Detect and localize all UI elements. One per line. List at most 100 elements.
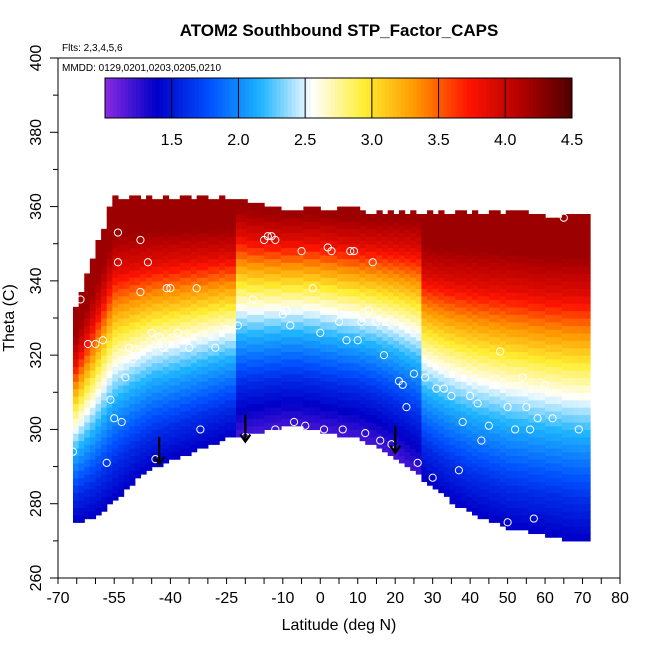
heatmap-cell bbox=[140, 243, 147, 252]
heatmap-cell bbox=[146, 455, 153, 464]
heatmap-cell bbox=[545, 500, 552, 509]
heatmap-cell bbox=[258, 269, 265, 278]
heatmap-cell bbox=[443, 266, 451, 275]
heatmap-cell bbox=[449, 280, 456, 289]
heatmap-cell bbox=[146, 240, 153, 249]
colorbar-segment bbox=[120, 78, 125, 118]
heatmap-cell bbox=[449, 370, 456, 379]
heatmap-cell bbox=[146, 366, 153, 375]
heatmap-cell bbox=[567, 221, 574, 230]
heatmap-cell bbox=[398, 381, 406, 390]
heatmap-cell bbox=[207, 228, 215, 237]
heatmap-cell bbox=[466, 459, 473, 468]
heatmap-cell bbox=[578, 214, 586, 223]
heatmap-cell bbox=[168, 444, 175, 453]
heatmap-cell bbox=[545, 329, 552, 338]
heatmap-cell bbox=[573, 526, 580, 535]
heatmap-cell bbox=[573, 422, 580, 431]
heatmap-cell bbox=[117, 399, 125, 408]
heatmap-cell bbox=[522, 351, 529, 360]
heatmap-cell bbox=[561, 511, 569, 520]
heatmap-cell bbox=[410, 455, 417, 464]
heatmap-cell bbox=[421, 422, 428, 431]
heatmap-cell bbox=[505, 418, 512, 427]
heatmap-cell bbox=[365, 377, 372, 386]
heatmap-cell bbox=[511, 485, 518, 494]
heatmap-cell bbox=[280, 351, 288, 360]
heatmap-cell bbox=[303, 251, 310, 260]
heatmap-cell bbox=[84, 399, 91, 408]
heatmap-cell bbox=[449, 474, 456, 483]
heatmap-cell bbox=[269, 362, 276, 371]
heatmap-cell bbox=[207, 273, 215, 282]
heatmap-cell bbox=[550, 448, 557, 457]
heatmap-cell bbox=[146, 388, 153, 397]
heatmap-cell bbox=[561, 258, 569, 267]
heatmap-cell bbox=[483, 422, 490, 431]
heatmap-cell bbox=[151, 340, 158, 349]
heatmap-cell bbox=[584, 451, 591, 460]
heatmap-cell bbox=[303, 362, 310, 371]
heatmap-cell bbox=[494, 358, 501, 367]
heatmap-cell bbox=[533, 451, 541, 460]
heatmap-cell bbox=[578, 280, 586, 289]
heatmap-cell bbox=[129, 321, 136, 330]
heatmap-cell bbox=[370, 266, 378, 275]
heatmap-cell bbox=[129, 448, 136, 457]
heatmap-cell bbox=[235, 429, 243, 438]
heatmap-cell bbox=[370, 288, 378, 297]
heatmap-cell bbox=[410, 410, 417, 419]
heatmap-cell bbox=[500, 295, 507, 304]
heatmap-cell bbox=[556, 529, 563, 538]
heatmap-cell bbox=[387, 329, 394, 338]
heatmap-cell bbox=[112, 477, 119, 486]
heatmap-cell bbox=[314, 258, 321, 267]
heatmap-cell bbox=[539, 422, 546, 431]
heatmap-cell bbox=[320, 269, 327, 278]
colorbar: 1.5 2.0 2.5 3.0 3.5 4.0 4.5 bbox=[104, 77, 583, 149]
heatmap-cell bbox=[117, 384, 125, 393]
heatmap-cell bbox=[337, 228, 344, 237]
heatmap-cell bbox=[174, 451, 181, 460]
heatmap-cell bbox=[292, 306, 299, 315]
heatmap-cell bbox=[213, 332, 220, 341]
heatmap-cell bbox=[466, 228, 473, 237]
heatmap-cell bbox=[191, 414, 198, 423]
heatmap-cell bbox=[545, 299, 552, 308]
heatmap-cell bbox=[117, 310, 125, 319]
heatmap-cell bbox=[477, 451, 484, 460]
heatmap-cell bbox=[427, 329, 434, 338]
sample-point bbox=[349, 247, 359, 256]
heatmap-cell bbox=[404, 251, 411, 260]
heatmap-cell bbox=[191, 347, 198, 356]
heatmap-cell bbox=[359, 418, 366, 427]
heatmap-cell bbox=[342, 236, 349, 245]
heatmap-cell bbox=[84, 295, 91, 304]
heatmap-cell bbox=[174, 340, 181, 349]
heatmap-cell bbox=[477, 444, 484, 453]
heatmap-cell bbox=[123, 392, 130, 401]
heatmap-cell bbox=[331, 366, 338, 375]
heatmap-cell bbox=[376, 381, 383, 390]
heatmap-cell bbox=[477, 332, 484, 341]
heatmap-cell bbox=[123, 310, 130, 319]
heatmap-cell bbox=[297, 344, 305, 353]
y-tick-label: 360 bbox=[28, 193, 45, 220]
heatmap-cell bbox=[337, 325, 344, 334]
heatmap-cell bbox=[438, 247, 445, 256]
heatmap-cell bbox=[129, 477, 136, 486]
heatmap-cell bbox=[230, 362, 237, 371]
heatmap-cell bbox=[179, 292, 186, 301]
heatmap-cell bbox=[516, 418, 524, 427]
heatmap-cell bbox=[162, 299, 170, 308]
heatmap-cell bbox=[455, 366, 462, 375]
heatmap-cell bbox=[123, 266, 130, 275]
colorbar-segment bbox=[108, 78, 114, 118]
sample-point bbox=[413, 458, 422, 467]
heatmap-cell bbox=[258, 396, 265, 405]
heatmap-cell bbox=[303, 407, 310, 416]
heatmap-cell bbox=[292, 396, 299, 405]
heatmap-cell bbox=[196, 351, 203, 360]
heatmap-cell bbox=[550, 462, 557, 471]
